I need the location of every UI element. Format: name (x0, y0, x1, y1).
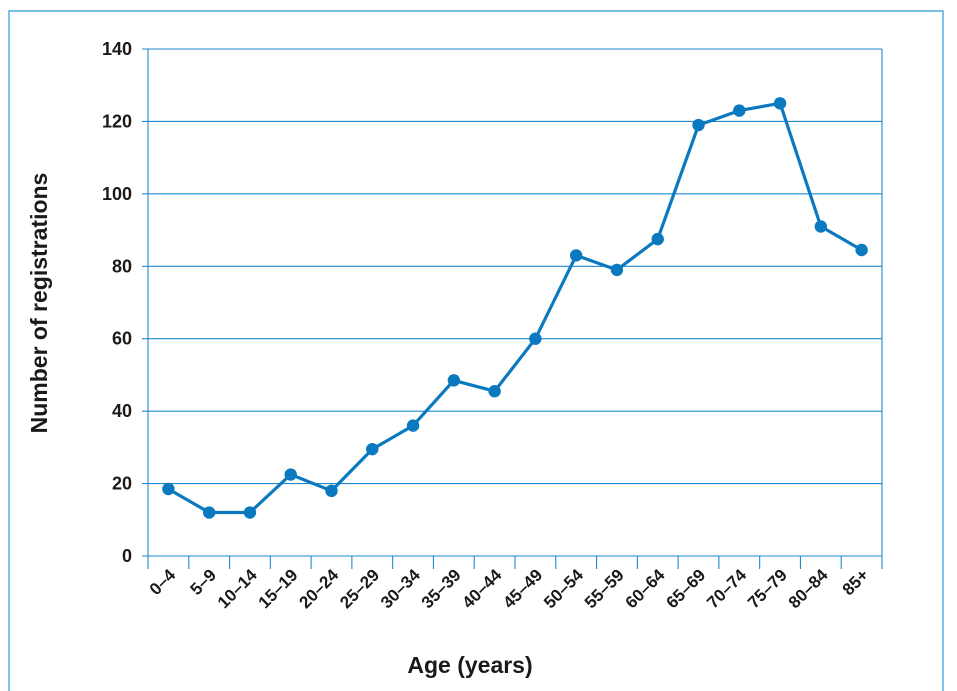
plot-area (142, 48, 883, 569)
x-axis-ticks: 0–4 5–910–1415–1920–2425–2930–3435–3940–4… (146, 565, 873, 612)
x-tick-label: 0–4 (146, 565, 180, 599)
data-point (610, 263, 624, 277)
data-point (773, 97, 787, 110)
x-tick-label: 75–79 (744, 565, 791, 612)
x-tick-label: 35–39 (418, 565, 465, 612)
series-line-group (162, 97, 868, 519)
y-tick-label: 80 (112, 256, 132, 276)
x-axis-title: Age (years) (407, 652, 532, 678)
data-point (692, 118, 705, 132)
x-tick-label: 60–64 (622, 565, 669, 612)
data-point (447, 374, 461, 387)
x-tick-label: 45–49 (499, 565, 546, 612)
y-tick-label: 0 (122, 546, 132, 566)
data-point (651, 232, 664, 246)
data-point (202, 506, 216, 519)
x-tick-label: 40–44 (459, 565, 506, 612)
x-tick-label: 20–24 (295, 565, 342, 612)
data-point (814, 220, 828, 233)
y-tick-label: 40 (112, 401, 132, 421)
x-tick-label: 10–14 (214, 565, 261, 612)
x-tick-label: 85+ (839, 565, 873, 599)
data-point (488, 385, 501, 398)
x-tick-label: 80–84 (785, 565, 832, 612)
x-tick-label: 15–19 (255, 565, 302, 612)
y-axis-title: Number of registrations (26, 173, 52, 434)
y-tick-label: 60 (112, 329, 132, 349)
data-point (406, 419, 420, 432)
x-tick-label: 55–59 (581, 565, 628, 612)
data-point (366, 442, 379, 456)
data-point (733, 104, 746, 117)
x-tick-label: 70–74 (703, 565, 750, 612)
series-line (166, 101, 864, 515)
x-tick-label: 25–29 (336, 565, 383, 612)
figure-border (8, 10, 944, 691)
data-point (855, 243, 868, 257)
data-point (284, 468, 297, 481)
y-tick-label: 120 (102, 111, 132, 131)
y-tick-label: 20 (112, 474, 132, 494)
x-tick-label: 65–69 (662, 565, 709, 612)
data-point (325, 484, 338, 498)
data-point (243, 506, 257, 519)
x-tick-label: 5–9 (186, 565, 219, 598)
y-tick-label: 140 (102, 39, 132, 59)
x-tick-label: 30–34 (377, 565, 424, 612)
data-point (162, 482, 175, 496)
data-point (569, 249, 583, 262)
x-tick-label: 50–54 (540, 565, 587, 612)
data-point (529, 332, 542, 345)
y-tick-label: 100 (102, 184, 132, 204)
y-axis-ticks: 0 20 40 60 80 100 120 140 (102, 39, 132, 566)
